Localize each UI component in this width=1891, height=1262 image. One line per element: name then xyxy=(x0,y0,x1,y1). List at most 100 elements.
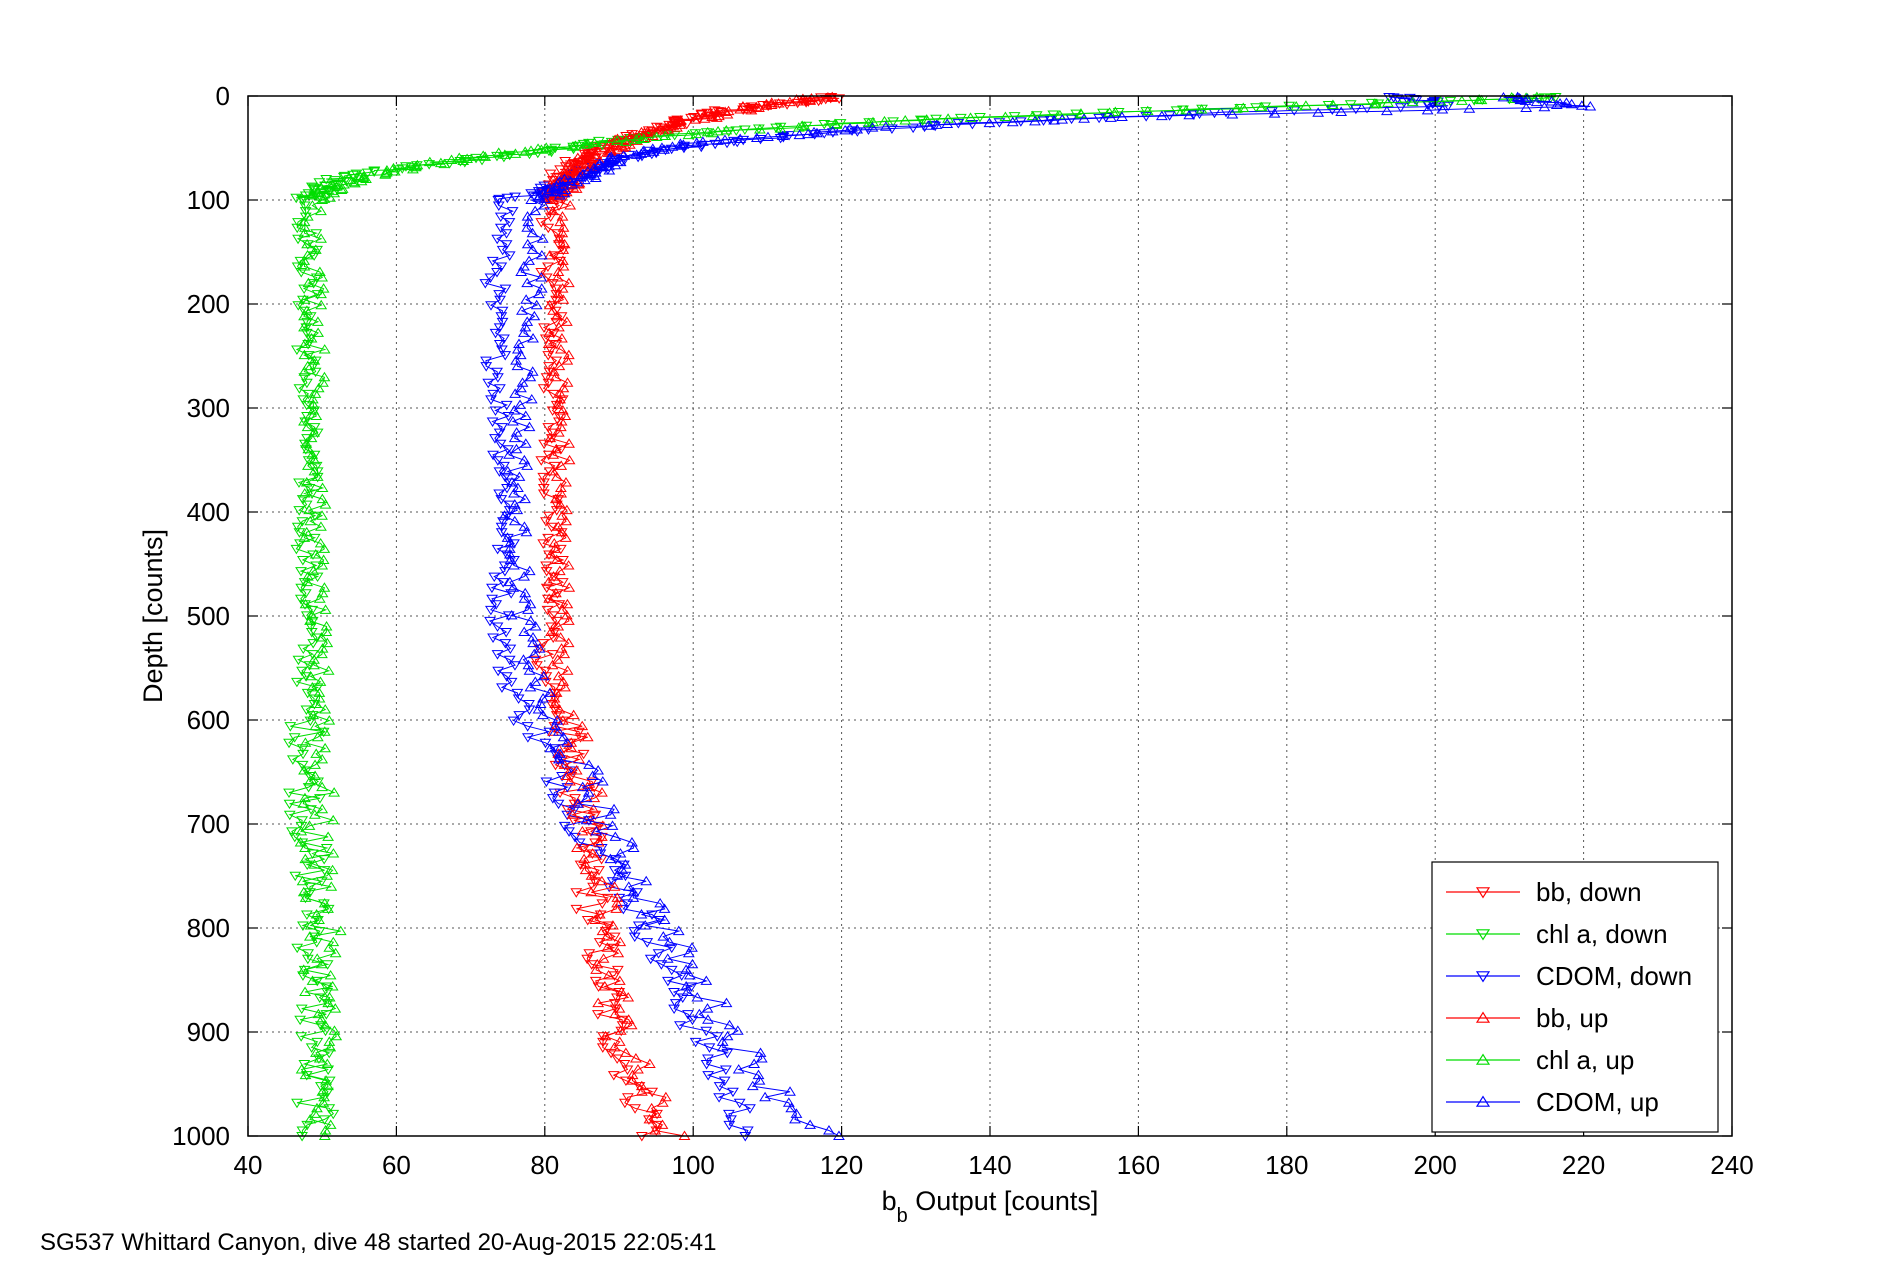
data-point xyxy=(674,1021,686,1031)
data-point xyxy=(579,139,592,149)
data-point xyxy=(1538,101,1551,112)
data-point xyxy=(552,726,565,736)
data-point xyxy=(557,556,569,566)
data-point xyxy=(710,112,723,122)
data-point xyxy=(782,1097,795,1107)
data-point xyxy=(543,511,555,522)
data-point xyxy=(568,799,581,810)
data-point xyxy=(523,665,536,675)
data-point xyxy=(1183,109,1196,120)
data-point xyxy=(302,389,315,400)
data-point xyxy=(302,443,315,454)
data-point xyxy=(294,837,307,847)
data-point xyxy=(535,283,548,293)
data-point xyxy=(839,124,852,135)
data-point xyxy=(723,1120,736,1131)
data-point xyxy=(298,366,311,376)
legend-label: bb, up xyxy=(1536,1003,1608,1033)
data-point xyxy=(626,129,638,140)
data-point xyxy=(639,920,652,930)
data-point xyxy=(535,272,548,282)
data-point xyxy=(614,156,627,167)
data-point xyxy=(548,693,561,703)
data-point xyxy=(299,207,312,217)
data-point xyxy=(560,770,573,780)
data-point xyxy=(484,273,497,283)
data-point xyxy=(305,1043,318,1053)
data-point xyxy=(549,760,562,771)
data-point xyxy=(887,117,900,127)
data-point xyxy=(523,255,536,265)
data-point xyxy=(301,860,314,871)
data-point xyxy=(319,704,332,714)
data-point xyxy=(529,621,542,631)
data-point xyxy=(640,875,653,886)
data-point xyxy=(518,626,531,636)
data-point xyxy=(586,770,599,780)
data-point xyxy=(540,777,553,787)
data-point xyxy=(656,1119,669,1129)
data-point xyxy=(682,1010,694,1020)
data-point xyxy=(719,106,732,116)
data-point xyxy=(303,484,316,494)
data-point xyxy=(701,126,714,137)
data-point xyxy=(387,162,400,173)
data-point xyxy=(590,825,603,836)
data-point xyxy=(621,899,634,909)
data-point xyxy=(295,1064,308,1074)
data-point xyxy=(301,421,314,432)
data-point xyxy=(1312,107,1325,117)
data-point xyxy=(663,936,676,947)
data-point xyxy=(560,515,572,526)
data-point xyxy=(545,522,558,533)
legend-marker xyxy=(1475,1053,1491,1065)
data-point xyxy=(547,465,559,476)
legend: bb, down chl a, down CDOM, down bb, up chl a… xyxy=(1431,861,1719,1133)
data-point xyxy=(312,327,325,337)
data-point xyxy=(299,212,312,223)
data-point xyxy=(321,1058,334,1068)
data-point xyxy=(306,190,318,200)
data-point xyxy=(301,211,314,221)
data-point xyxy=(798,121,811,131)
data-point xyxy=(547,726,559,736)
data-point xyxy=(964,112,977,122)
data-point xyxy=(300,328,313,339)
data-point xyxy=(1266,107,1278,117)
data-point xyxy=(325,881,338,891)
data-point xyxy=(1220,107,1232,118)
data-point xyxy=(596,1043,609,1053)
data-point xyxy=(562,277,575,288)
data-point xyxy=(347,170,359,181)
data-point xyxy=(569,140,582,150)
data-point xyxy=(308,1108,321,1118)
data-point xyxy=(319,742,332,753)
data-point xyxy=(554,499,566,509)
data-point xyxy=(283,799,296,810)
data-point xyxy=(508,405,521,415)
data-point xyxy=(309,367,322,378)
data-point xyxy=(712,135,724,145)
axis-ticks: 40 60 80 100 120 140 160 180 200 220 240 0 100 200 300… xyxy=(172,81,1754,1180)
data-point xyxy=(523,421,536,432)
data-point xyxy=(552,670,565,681)
data-point xyxy=(508,499,521,509)
data-point xyxy=(494,439,507,450)
data-point xyxy=(1180,104,1192,115)
data-point xyxy=(596,776,609,786)
data-point xyxy=(635,909,648,919)
data-point xyxy=(754,134,767,145)
data-point xyxy=(310,229,323,239)
data-point xyxy=(561,665,574,675)
data-point xyxy=(520,526,533,537)
data-point xyxy=(781,100,794,110)
data-point xyxy=(1368,98,1381,108)
data-point xyxy=(556,510,569,520)
data-point xyxy=(742,103,755,113)
data-point xyxy=(695,142,708,153)
data-point xyxy=(573,727,585,738)
data-point xyxy=(360,173,372,184)
data-point xyxy=(1380,105,1393,116)
data-point xyxy=(576,720,589,731)
data-point xyxy=(348,177,361,188)
